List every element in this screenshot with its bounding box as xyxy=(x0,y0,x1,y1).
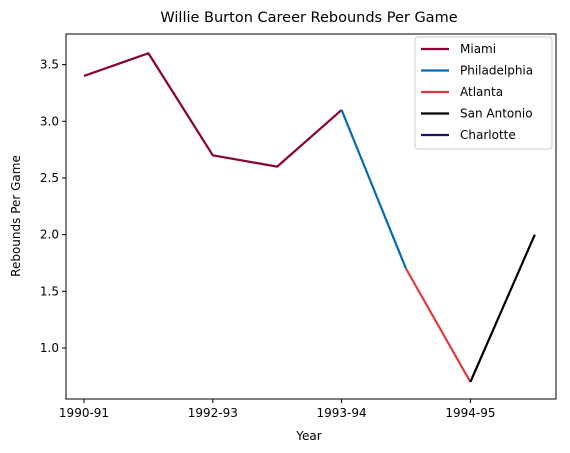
series-line-san-antonio xyxy=(469,234,536,383)
y-axis: 1.0 1.5 2.0 2.5 3.0 3.5 xyxy=(40,58,66,355)
x-axis-label: Year xyxy=(295,429,321,443)
series-line-miami xyxy=(83,52,343,168)
y-tick-label: 3.0 xyxy=(40,114,59,128)
series-line-philadelphia xyxy=(340,109,408,270)
x-tick-label: 1994-95 xyxy=(445,406,495,420)
series-lines xyxy=(83,52,536,383)
legend-label: Atlanta xyxy=(460,85,503,99)
legend-box xyxy=(414,36,553,150)
y-tick-label: 1.0 xyxy=(40,341,59,355)
y-tick-label: 1.5 xyxy=(40,284,59,298)
y-tick-label: 2.5 xyxy=(40,171,59,185)
plot-area xyxy=(65,33,557,400)
x-tick-label: 1992-93 xyxy=(188,406,238,420)
legend-label: San Antonio xyxy=(460,107,533,121)
y-tick-label: 3.5 xyxy=(40,58,59,72)
y-tick-label: 2.0 xyxy=(40,228,59,242)
legend-label: Charlotte xyxy=(460,128,516,142)
y-axis-label: Rebounds Per Game xyxy=(9,155,23,277)
legend-label: Philadelphia xyxy=(460,64,533,78)
series-line-atlanta xyxy=(405,268,472,383)
legend: Miami Philadelphia Atlanta San Antonio Charl… xyxy=(414,36,553,150)
legend-label: Miami xyxy=(460,42,496,56)
x-tick-label: 1990-91 xyxy=(59,406,109,420)
x-tick-label: 1993-94 xyxy=(317,406,367,420)
chart-title: Willie Burton Career Rebounds Per Game xyxy=(160,10,457,26)
